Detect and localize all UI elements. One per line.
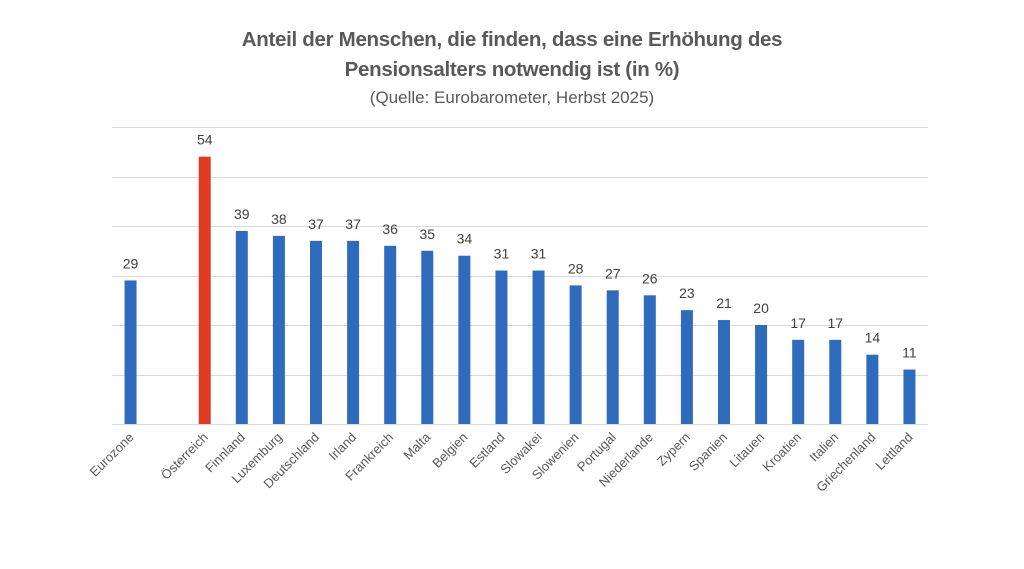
bar-italien [829, 339, 842, 424]
data-label-kroatien: 17 [790, 315, 806, 331]
bar-slowenien [569, 285, 582, 424]
data-label-irland: 37 [345, 216, 361, 232]
x-tick-label-italien: Italien [806, 430, 841, 465]
data-label-finnland: 39 [234, 206, 250, 222]
bar-luxemburg [272, 235, 285, 424]
chart-title-line-1: Anteil der Menschen, die finden, dass ei… [241, 28, 783, 51]
data-label-litauen: 20 [753, 300, 769, 316]
data-label-estland: 31 [494, 246, 510, 262]
data-label-belgien: 34 [457, 231, 473, 247]
data-label-frankreich: 36 [382, 221, 398, 237]
x-tick-label-lettland: Lettland [872, 430, 915, 473]
bar-irland [347, 240, 360, 424]
x-tick-label-eurozone: Eurozone [87, 430, 137, 480]
data-label-luxemburg: 38 [271, 211, 287, 227]
bar-belgien [458, 255, 471, 424]
data-label-slowenien: 28 [568, 260, 584, 276]
bar-slowakei [532, 270, 545, 424]
bar-griechenland [866, 354, 879, 424]
gridlines [112, 127, 928, 425]
data-label-niederlande: 26 [642, 270, 658, 286]
bar-finnland [235, 230, 248, 424]
data-label-griechenland: 14 [865, 330, 881, 346]
bar-portugal [606, 290, 619, 424]
x-tick-label-malta: Malta [400, 429, 434, 463]
x-tick-label-irland: Irland [326, 430, 360, 464]
x-tick-label-kroatien: Kroatien [759, 430, 804, 475]
data-label-lettland: 11 [902, 345, 917, 361]
bar-niederlande [643, 295, 656, 424]
x-tick-label-österreich: Österreich [158, 430, 211, 483]
bar-estland [495, 270, 508, 424]
bar-österreich [198, 156, 211, 424]
x-axis-labels: Eurozone ÖsterreichFinnlandLuxemburgDeuts… [87, 429, 916, 495]
data-label-eurozone: 29 [123, 255, 139, 271]
chart-title-line-2: Pensionsalters notwendig ist (in %) [344, 58, 680, 81]
data-label-malta: 35 [419, 226, 435, 242]
data-label-deutschland: 37 [308, 216, 324, 232]
bar-zypern [680, 310, 693, 424]
bars [124, 156, 916, 424]
bar-litauen [755, 325, 768, 424]
bar-malta [421, 250, 434, 424]
data-label-zypern: 23 [679, 285, 695, 301]
chart-subtitle: (Quelle: Eurobarometer, Herbst 2025) [369, 88, 655, 107]
data-label-portugal: 27 [605, 265, 621, 281]
data-labels: 29 54 39 38 37 37 36 35 34 31 31 28 27 26 23 21 20 17 17 14… [123, 132, 917, 361]
bar-deutschland [310, 240, 322, 424]
x-tick-label-spanien: Spanien [686, 430, 730, 474]
bar-kroatien [792, 339, 805, 424]
data-label-italien: 17 [827, 315, 843, 331]
x-tick-label-belgien: Belgien [429, 430, 470, 471]
bar-lettland [903, 369, 916, 424]
bar-frankreich [384, 245, 397, 424]
data-label-slowakei: 31 [531, 246, 547, 262]
bar-spanien [718, 320, 730, 424]
bar-eurozone [124, 280, 137, 424]
data-label-spanien: 21 [716, 295, 732, 311]
data-label-österreich: 54 [197, 132, 213, 148]
